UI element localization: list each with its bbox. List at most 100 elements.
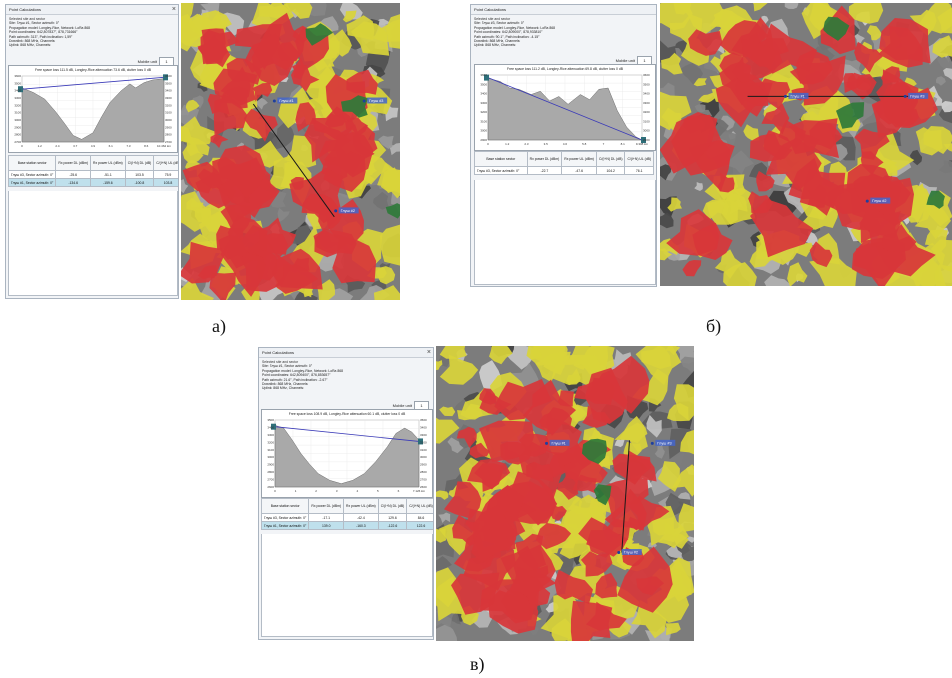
column-header[interactable]: C/(I+N) UL (dB) (624, 151, 654, 167)
site-marker[interactable]: Глуш #2 (865, 197, 891, 204)
coverage-patch-yellow (259, 3, 290, 19)
site-dot (272, 99, 276, 103)
terrain-patch (679, 63, 704, 85)
y-tick-label: 3300 (480, 101, 487, 105)
cell: 139.0 (308, 521, 345, 530)
map-canvas[interactable]: Глуш #1 Глуш #3 Глуш #2 (660, 3, 952, 286)
column-header[interactable]: Base station sector (260, 498, 310, 514)
x-tick-label: 1 (295, 489, 297, 493)
site-label-box (621, 549, 642, 555)
coverage-patch-red (451, 572, 500, 615)
cell: -25.6 (55, 170, 92, 179)
x-tick-label: 4.9 (91, 144, 96, 148)
cell: 104.2 (595, 166, 626, 175)
column-header[interactable]: Rx power UL (dBm) (561, 151, 597, 167)
coverage-patch-red (756, 170, 775, 192)
column-header[interactable]: Base station sector (7, 155, 57, 171)
results-empty-area (8, 191, 178, 296)
point-calculations-panel-c: Point Calculations × Selected site and se… (258, 347, 434, 640)
table-row-selected[interactable]: Глуш #1, Sector azimuth: 0° -134.6 -159.… (7, 178, 178, 187)
coverage-patch-yellow (909, 183, 931, 207)
y-tick-label: 3500 (420, 418, 427, 422)
cell: -17.1 (308, 513, 345, 522)
close-icon[interactable]: × (171, 6, 176, 13)
column-header[interactable]: Rx power UL (dBm) (90, 155, 126, 171)
coverage-map-b[interactable]: Глуш #1 Глуш #3 Глуш #2 (660, 3, 952, 286)
coverage-patch-green (581, 438, 607, 464)
terrain-patch (451, 612, 461, 625)
x-tick-label: 1.2 (505, 142, 510, 146)
coverage-patch-yellow (667, 197, 682, 212)
site-dot (783, 94, 787, 98)
site-marker[interactable]: Глуш #1 (545, 439, 570, 446)
x-tick-label: 0 (21, 144, 23, 148)
table-row-selected[interactable]: Глуш #1, Sector azimuth: 0° 139.0 -160.3… (260, 521, 433, 530)
y-tick-label: 3000 (643, 129, 650, 133)
coverage-patch-yellow (665, 622, 681, 636)
y-tick-label: 3600 (14, 74, 21, 78)
cell: -42.4 (343, 513, 379, 522)
table-row[interactable]: Глуш #3, Sector azimuth: 0° -17.1 -42.4 … (260, 513, 433, 522)
column-header[interactable]: Rx power DL (dBm) (55, 155, 92, 171)
profile-caption: Free space loss 111.5 dB, Longley-Rice a… (35, 68, 152, 72)
coverage-patch-yellow (671, 464, 694, 497)
coverage-patch-yellow (723, 262, 757, 286)
coverage-patch-red (209, 272, 236, 300)
site-marker[interactable]: Глуш #3 (903, 92, 929, 99)
column-header[interactable]: C/(I+N) DL (dB) (124, 155, 155, 171)
site-marker[interactable]: Глуш #2 (334, 207, 359, 214)
close-icon[interactable]: × (426, 349, 431, 356)
column-header[interactable]: C/(I+N) UL (dB) (406, 498, 433, 514)
coverage-map-a[interactable]: Глуш #1 Глуш #3 Глуш #2 (181, 3, 400, 300)
site-marker[interactable]: Глуш #2 (617, 549, 642, 555)
coverage-patch-yellow (283, 3, 313, 19)
coverage-patch-red (719, 20, 769, 58)
site-marker[interactable]: Глуш #3 (650, 439, 676, 446)
terrain-patch (938, 160, 952, 174)
table-row[interactable]: Глуш #3, Sector azimuth: 0° -22.7 -47.6 … (474, 166, 654, 175)
site-marker[interactable]: Глуш #1 (272, 97, 298, 104)
coverage-patch-yellow (660, 238, 680, 255)
column-header[interactable]: Rx power UL (dBm) (343, 498, 379, 514)
site-label-box (870, 197, 891, 204)
info-line: Path azimuth: 90.1°, Path inclination: -… (474, 34, 540, 39)
column-header[interactable]: Rx power DL (dBm) (308, 498, 345, 514)
map-canvas[interactable]: Глуш #1 Глуш #3 Глуш #2 (181, 3, 400, 300)
site-label: Глуш #2 (624, 551, 638, 555)
site-info: Selected site and sector Site: Глуш #1, … (6, 15, 178, 50)
rx-marker (641, 137, 646, 143)
table-row[interactable]: Глуш #3, Sector azimuth: 0° -25.6 -51.1 … (7, 170, 178, 179)
coverage-patch-red (221, 177, 278, 218)
coverage-patch-red (554, 569, 593, 605)
coverage-patch-red (860, 151, 884, 176)
site-marker[interactable]: Глуш #3 (362, 97, 388, 104)
coverage-patch-yellow (728, 192, 748, 215)
cell: 76.1 (624, 166, 654, 175)
coverage-patch-yellow (278, 87, 316, 129)
coverage-patch-red (592, 355, 650, 414)
terrain-patch (694, 104, 706, 113)
map-canvas[interactable]: Глуш #1 Глуш #3 Глуш #2 (436, 346, 694, 641)
column-header[interactable]: C/(I+N) DL (dB) (595, 151, 626, 167)
y-tick-label: 3300 (267, 433, 274, 437)
site-marker[interactable]: Глуш #1 (783, 92, 809, 99)
column-header[interactable]: C/(I+N) UL (dB) (153, 155, 178, 171)
coverage-map-c[interactable]: Глуш #1 Глуш #3 Глуш #2 (436, 346, 694, 641)
x-tick-label: 0 (274, 489, 276, 493)
x-tick-label: 6 (398, 489, 400, 493)
terrain-profile: Free space loss 111.5 dB, Longley-Rice a… (8, 65, 178, 153)
coverage-patch-green (823, 16, 850, 41)
x-tick-label: 3 (336, 489, 338, 493)
column-header[interactable]: Rx power DL (dBm) (526, 151, 563, 167)
coverage-patch-red (452, 515, 480, 546)
site-label: Глуш #2 (872, 199, 886, 203)
coverage-patch-yellow (631, 600, 667, 639)
x-tick-label: 4.6 (563, 142, 568, 146)
coverage-patch-yellow (693, 78, 707, 87)
y-tick-label: 2900 (165, 125, 172, 129)
terrain-profile: Free space loss 108.9 dB, Longley-Rice a… (261, 409, 433, 498)
column-header[interactable]: C/(I+N) DL (dB) (377, 498, 408, 514)
y-tick-label: 3100 (14, 111, 21, 115)
column-header[interactable]: Base station sector (474, 151, 528, 167)
coverage-patch-red (595, 572, 618, 599)
